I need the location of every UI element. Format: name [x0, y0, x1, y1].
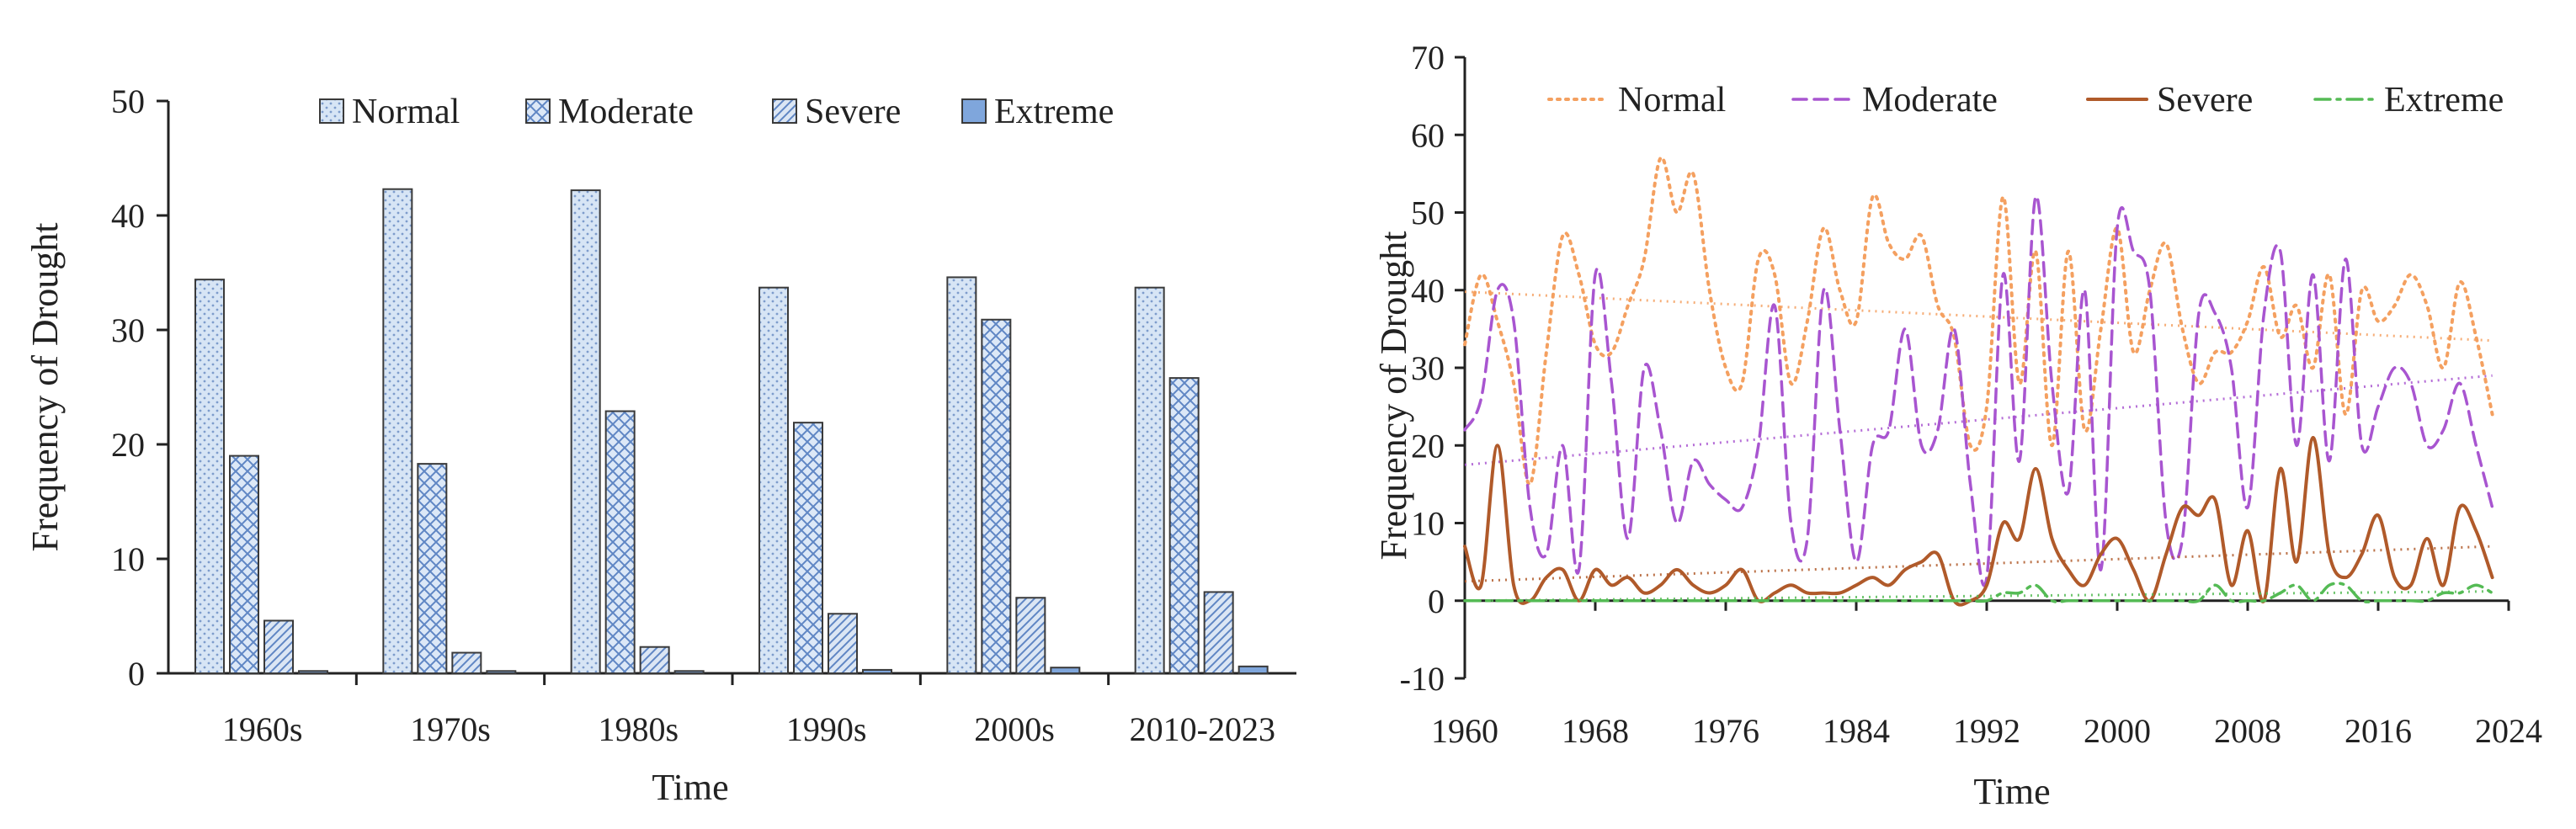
- bar-x-axis-title: Time: [652, 767, 728, 808]
- bar-chart-panel: 0 10 20 30 40 50 1960s 1970s 1980s 1990s 2000s 2010…: [24, 82, 1296, 808]
- bar-chart: 0 10 20 30 40 50 1960s 1970s 1980s 1990s 2000s 2010…: [24, 82, 1296, 808]
- line-y-tick-label: 60: [1411, 116, 1445, 154]
- bar-y-tick-label: 50: [111, 82, 145, 120]
- line-x-tick-label: 2008: [2214, 712, 2281, 750]
- bar-severe-1970s: [451, 651, 482, 675]
- line-x-tick-label: 2016: [2344, 712, 2412, 750]
- bar-moderate-1970s: [417, 463, 448, 674]
- line-x-axis-title: Time: [1973, 771, 2050, 812]
- bar-severe-1990s: [828, 613, 858, 675]
- bar-x-tick-label: 2000s: [974, 710, 1055, 748]
- line-y-tick-label: 50: [1411, 194, 1445, 232]
- bar-normal-2000s: [946, 276, 977, 674]
- line-x-tick-label: 2000: [2084, 712, 2151, 750]
- line-chart-panel: -10 0 10 20 30 40 50 60 70 1960 1968 1976 1984 1992 20…: [1330, 0, 2576, 825]
- bar-extreme-1970s: [486, 670, 517, 675]
- bar-severe-2000s: [1015, 597, 1046, 674]
- bar-legend-swatch-severe: [772, 98, 797, 124]
- line-series-normal: [1463, 156, 2494, 486]
- bar-legend-label-extreme: Extreme: [994, 93, 1114, 131]
- bar-extreme-1990s: [862, 668, 892, 674]
- bar-y-tick-label: 10: [111, 540, 145, 578]
- bar-legend-label-severe: Severe: [805, 93, 901, 131]
- line-y-tick-label: 10: [1411, 505, 1445, 543]
- line-y-axis-title: Frequency of Drought: [1373, 231, 1414, 560]
- line-x-tick-label: 2024: [2475, 712, 2542, 750]
- line-x-tick-label: 1992: [1953, 712, 2020, 750]
- line-trend-extreme: [1464, 590, 2493, 603]
- bar-normal-1980s: [570, 189, 601, 674]
- line-legend-label-normal: Normal: [1618, 81, 1726, 120]
- line-legend-label-moderate: Moderate: [1862, 81, 1998, 120]
- bar-y-tick-label: 30: [111, 311, 145, 349]
- bar-legend: Normal Moderate Severe Extreme: [319, 93, 1114, 131]
- bar-normal-2010-2023: [1134, 286, 1165, 674]
- bar-severe-1960s: [263, 619, 294, 675]
- bar-extreme-2000s: [1050, 667, 1081, 675]
- line-chart: -10 0 10 20 30 40 50 60 70 1960 1968 1976 1984 1992 20…: [1373, 39, 2542, 812]
- bar-legend-label-moderate: Moderate: [558, 93, 694, 131]
- bar-normal-1990s: [758, 286, 789, 674]
- bar-extreme-1980s: [673, 670, 705, 675]
- bar-x-tick-label: 1990s: [786, 710, 867, 748]
- bar-y-axis-title: Frequency of Drought: [24, 222, 66, 551]
- line-x-tick-label: 1984: [1823, 712, 1890, 750]
- bar-moderate-1980s: [604, 410, 636, 674]
- bar-moderate-2010-2023: [1168, 377, 1200, 674]
- bar-legend-swatch-extreme: [961, 98, 987, 124]
- line-legend-label-extreme: Extreme: [2384, 81, 2504, 120]
- bar-moderate-1990s: [793, 422, 823, 674]
- bar-severe-1980s: [639, 646, 670, 674]
- bar-x-tick-label: 1970s: [410, 710, 491, 748]
- line-series-severe: [1463, 435, 2494, 607]
- line-legend-label-severe: Severe: [2157, 81, 2253, 120]
- bar-moderate-2000s: [981, 318, 1012, 674]
- bar-x-tick-label: 2010-2023: [1130, 710, 1275, 748]
- bar-y-tick-label: 40: [111, 197, 145, 235]
- line-x-tick-label: 1960: [1431, 712, 1498, 750]
- bar-y-tick-label: 0: [128, 655, 145, 693]
- bar-legend-label-normal: Normal: [352, 93, 460, 131]
- line-y-tick-label: 20: [1411, 427, 1445, 465]
- bar-normal-1960s: [194, 279, 225, 674]
- line-marks: [1463, 156, 2494, 607]
- line-legend: Normal Moderate Severe Extreme: [1547, 81, 2504, 120]
- bar-extreme-2010-2023: [1237, 665, 1269, 675]
- bar-x-tick-label: 1960s: [222, 710, 303, 748]
- line-x-tick-label: 1968: [1562, 712, 1629, 750]
- line-y-tick-label: 0: [1428, 582, 1445, 620]
- line-series-extreme: [1463, 582, 2494, 603]
- bar-legend-swatch-moderate: [525, 98, 551, 124]
- line-x-tick-label: 1976: [1692, 712, 1759, 750]
- bar-severe-2010-2023: [1203, 591, 1234, 674]
- line-axes: -10 0 10 20 30 40 50 60 70 1960 1968 1976 1984 1992 20…: [1400, 39, 2542, 750]
- bar-x-tick-label: 1980s: [599, 710, 679, 748]
- bar-y-tick-label: 20: [111, 426, 145, 464]
- line-trend-severe: [1464, 545, 2493, 583]
- bar-moderate-1960s: [229, 454, 259, 674]
- line-y-tick-label: -10: [1400, 660, 1445, 698]
- bar-legend-swatch-normal: [319, 98, 344, 124]
- line-y-tick-label: 30: [1411, 349, 1445, 387]
- bar-axes: 0 10 20 30 40 50 1960s 1970s 1980s 1990s 2000s 2010…: [111, 82, 1296, 748]
- bar-extreme-1960s: [298, 670, 328, 675]
- bar-normal-1970s: [382, 188, 413, 675]
- line-y-tick-label: 70: [1411, 39, 1445, 77]
- line-y-tick-label: 40: [1411, 272, 1445, 310]
- line-series-moderate: [1463, 194, 2494, 587]
- bar-marks: [194, 188, 1269, 675]
